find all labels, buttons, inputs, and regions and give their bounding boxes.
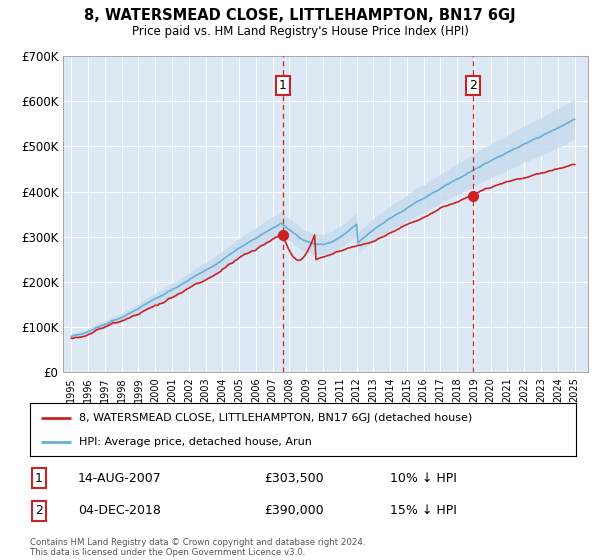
Text: 04-DEC-2018: 04-DEC-2018 <box>78 504 161 517</box>
Text: £303,500: £303,500 <box>264 472 323 485</box>
Text: 14-AUG-2007: 14-AUG-2007 <box>78 472 162 485</box>
Text: £390,000: £390,000 <box>264 504 323 517</box>
Text: 10% ↓ HPI: 10% ↓ HPI <box>390 472 457 485</box>
Text: Contains HM Land Registry data © Crown copyright and database right 2024.
This d: Contains HM Land Registry data © Crown c… <box>30 538 365 557</box>
Text: 8, WATERSMEAD CLOSE, LITTLEHAMPTON, BN17 6GJ: 8, WATERSMEAD CLOSE, LITTLEHAMPTON, BN17… <box>84 8 516 24</box>
Text: 1: 1 <box>279 79 287 92</box>
Text: HPI: Average price, detached house, Arun: HPI: Average price, detached house, Arun <box>79 437 312 447</box>
Text: 2: 2 <box>469 79 476 92</box>
Text: 1: 1 <box>35 472 43 485</box>
Text: 15% ↓ HPI: 15% ↓ HPI <box>390 504 457 517</box>
Text: Price paid vs. HM Land Registry's House Price Index (HPI): Price paid vs. HM Land Registry's House … <box>131 25 469 38</box>
Text: 2: 2 <box>35 504 43 517</box>
Text: 8, WATERSMEAD CLOSE, LITTLEHAMPTON, BN17 6GJ (detached house): 8, WATERSMEAD CLOSE, LITTLEHAMPTON, BN17… <box>79 413 472 423</box>
